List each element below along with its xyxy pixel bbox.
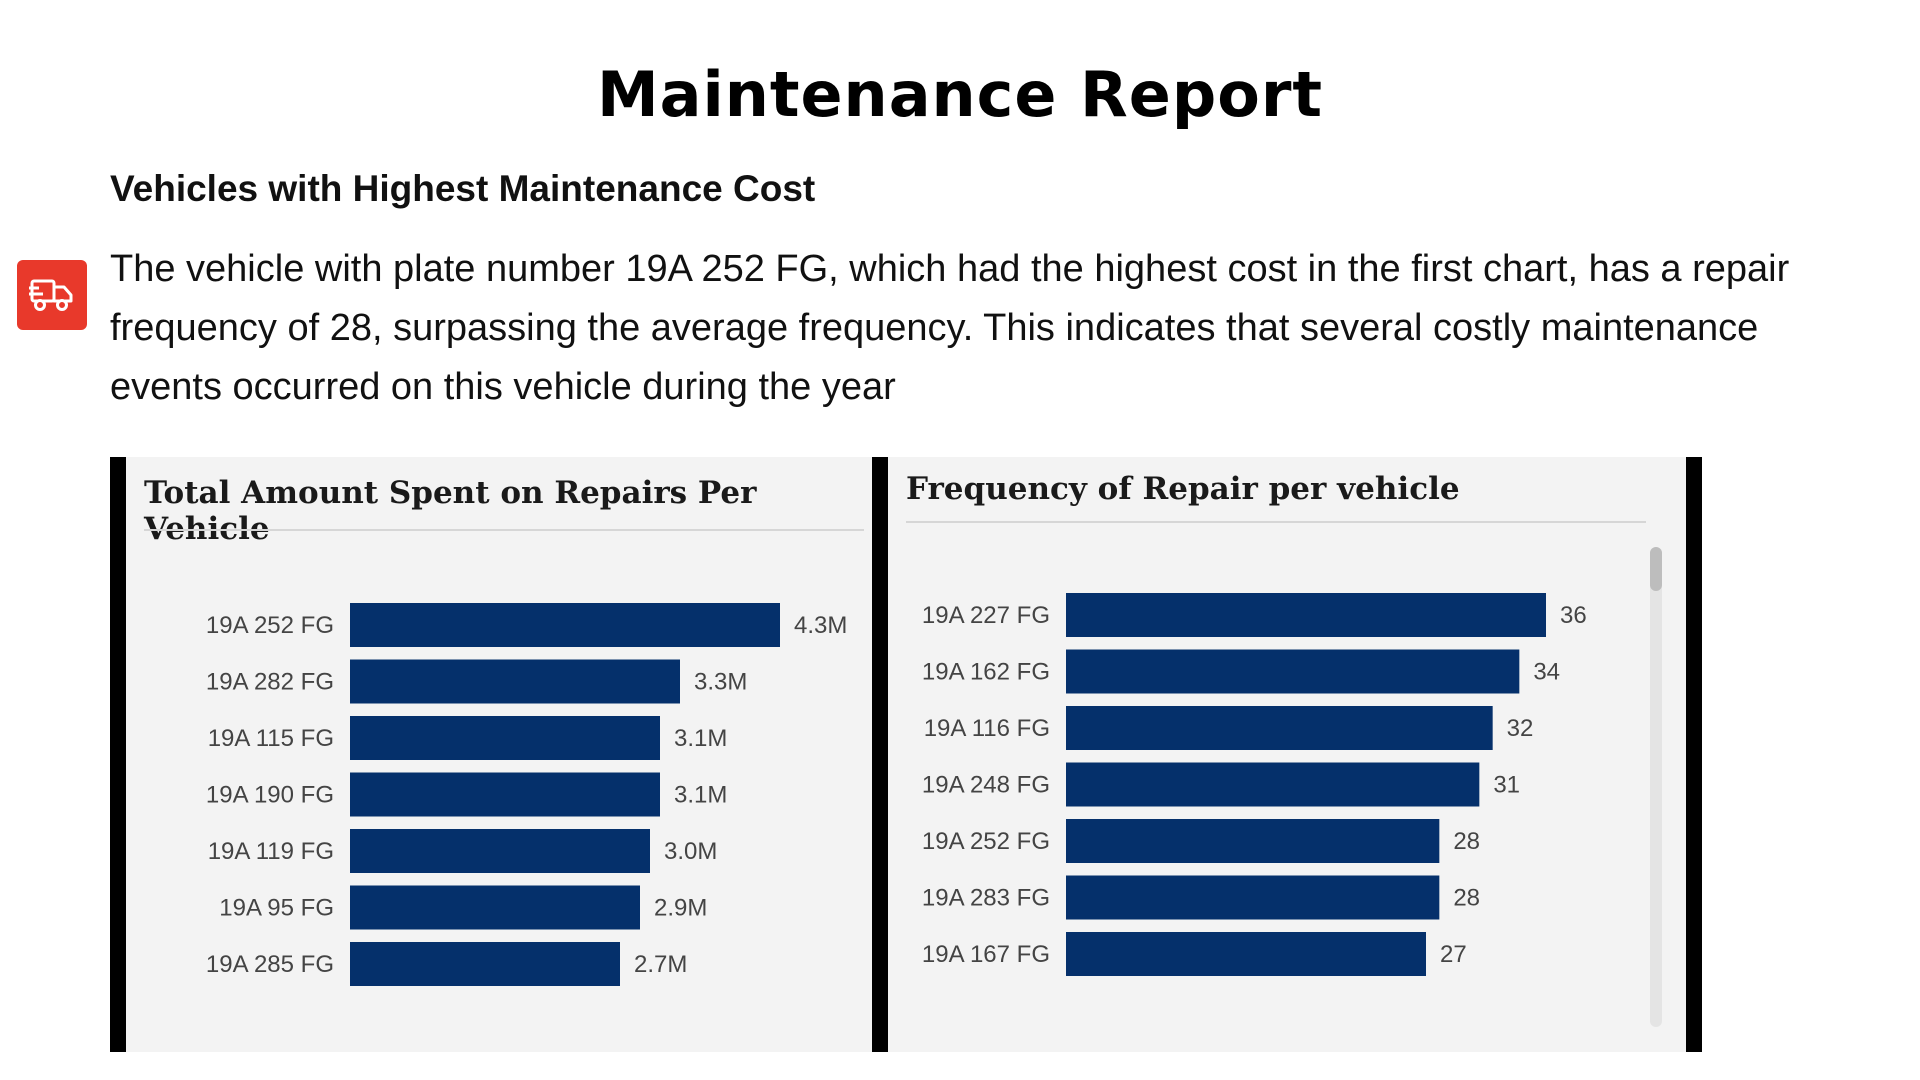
- frequency-bar-chart: 19A 227 FG 36 19A 162 FG 34 19A 116 FG 32 19A …: [922, 593, 1587, 976]
- data-label: 28: [1453, 828, 1480, 855]
- bar[interactable]: [350, 885, 640, 930]
- bar[interactable]: [350, 829, 650, 873]
- category-label: 19A 116 FG: [924, 715, 1050, 742]
- cost-bar-chart: 19A 252 FG 4.3M 19A 282 FG 3.3M 19A 115 FG 3.…: [206, 603, 847, 986]
- data-label: 31: [1493, 772, 1520, 799]
- category-label: 19A 283 FG: [922, 885, 1050, 912]
- data-label: 27: [1440, 941, 1467, 968]
- data-label: 3.1M: [674, 782, 727, 809]
- category-label: 19A 285 FG: [206, 951, 334, 978]
- data-label: 28: [1453, 885, 1480, 912]
- panel-divider: [906, 521, 1646, 523]
- category-label: 19A 252 FG: [922, 828, 1050, 855]
- bar[interactable]: [350, 659, 680, 704]
- bar[interactable]: [1066, 932, 1426, 976]
- category-label: 19A 162 FG: [922, 659, 1050, 686]
- category-label: 19A 282 FG: [206, 669, 334, 696]
- cost-chart-panel: Total Amount Spent on Repairs Per Vehicl…: [110, 457, 884, 1052]
- category-label: 19A 190 FG: [206, 782, 334, 809]
- category-label: 19A 252 FG: [206, 612, 334, 639]
- data-label: 3.1M: [674, 725, 727, 752]
- bar[interactable]: [1066, 762, 1480, 807]
- bar[interactable]: [350, 772, 660, 817]
- category-label: 19A 115 FG: [208, 725, 334, 752]
- bar[interactable]: [350, 603, 780, 647]
- truck-icon: [17, 260, 87, 330]
- bar[interactable]: [1066, 819, 1440, 863]
- description-text: The vehicle with plate number 19A 252 FG…: [110, 248, 1790, 408]
- data-label: 36: [1560, 602, 1587, 629]
- panel-divider: [144, 529, 864, 531]
- frequency-chart-panel: Frequency of Repair per vehicle 19A 227 …: [872, 457, 1702, 1052]
- section-title: Vehicles with Highest Maintenance Cost: [110, 168, 816, 209]
- data-label: 3.3M: [694, 669, 747, 696]
- category-label: 19A 167 FG: [922, 941, 1050, 968]
- frequency-chart-title: Frequency of Repair per vehicle: [906, 471, 1460, 507]
- data-label: 3.0M: [664, 838, 717, 865]
- data-label: 32: [1507, 715, 1534, 742]
- bar[interactable]: [1066, 706, 1493, 750]
- chart-scrollbar[interactable]: [1650, 547, 1662, 1027]
- bar[interactable]: [1066, 593, 1546, 637]
- bar[interactable]: [350, 716, 660, 760]
- category-label: 19A 227 FG: [922, 602, 1050, 629]
- data-label: 4.3M: [794, 612, 847, 639]
- category-label: 19A 119 FG: [208, 838, 334, 865]
- bar[interactable]: [350, 942, 620, 986]
- category-label: 19A 95 FG: [219, 895, 334, 922]
- scrollbar-thumb[interactable]: [1650, 547, 1662, 591]
- category-label: 19A 248 FG: [922, 772, 1050, 799]
- bar[interactable]: [1066, 649, 1520, 694]
- data-label: 34: [1533, 659, 1560, 686]
- page-title: Maintenance Report: [596, 58, 1324, 131]
- data-label: 2.9M: [654, 895, 707, 922]
- bar[interactable]: [1066, 875, 1440, 920]
- data-label: 2.7M: [634, 951, 687, 978]
